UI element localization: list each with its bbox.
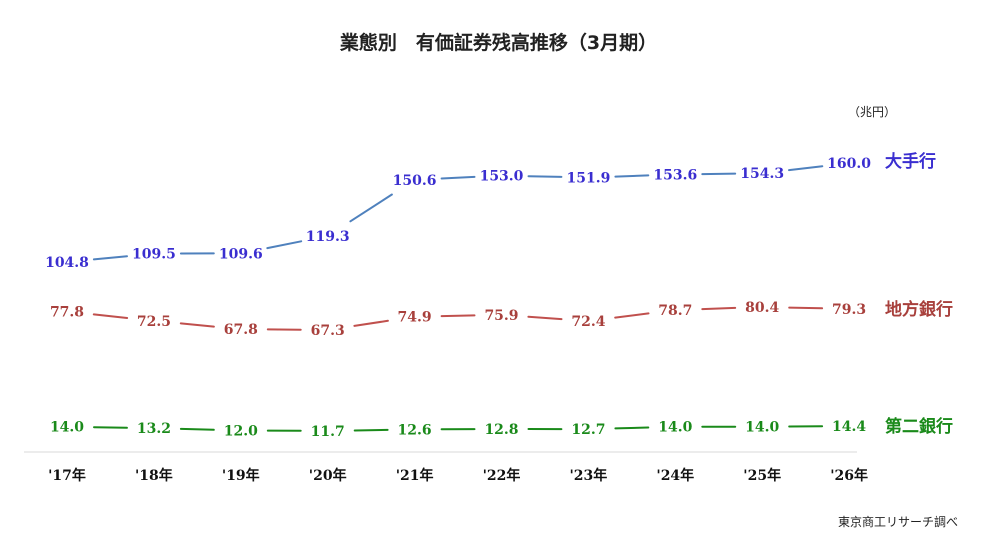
line-segment <box>701 306 737 311</box>
data-label: 104.8 <box>45 255 89 271</box>
x-tick-label: '19年 <box>222 467 260 484</box>
data-label: 14.0 <box>50 420 84 436</box>
line-segment <box>440 175 476 180</box>
line-segment <box>614 426 650 430</box>
data-label: 13.2 <box>137 421 171 437</box>
series-3: 14.0 13.2 12.0 11.7 12.6 12.8 12.7 14.0 14.0 14.4 <box>50 419 866 440</box>
line-segment <box>527 315 563 321</box>
data-label: 67.8 <box>224 322 258 338</box>
data-label: 74.9 <box>398 310 432 326</box>
data-label: 151.9 <box>566 171 610 187</box>
data-label: 72.5 <box>137 314 171 330</box>
unit-label: （兆円） <box>848 105 897 119</box>
data-label: 12.6 <box>398 422 432 438</box>
x-tick-label: '24年 <box>656 467 694 484</box>
data-label: 14.4 <box>832 419 866 435</box>
line-segment <box>788 165 824 172</box>
data-label: 11.7 <box>311 424 345 440</box>
data-label: 160.0 <box>827 156 871 172</box>
data-label: 67.3 <box>311 323 345 339</box>
source-note: 東京商工リサーチ調べ <box>838 515 959 529</box>
x-tick-label: '23年 <box>570 467 608 484</box>
data-label: 77.8 <box>50 305 84 321</box>
line-segment <box>440 314 476 318</box>
line-segment <box>179 427 215 431</box>
series-1: 104.8 109.5 109.6 119.3 150.6 153.0 151.9 153.6… <box>45 156 871 271</box>
data-label: 72.4 <box>571 314 605 330</box>
data-label: 12.0 <box>224 423 258 439</box>
data-label: 150.6 <box>393 173 437 189</box>
line-segment <box>353 428 389 432</box>
line-segment <box>179 322 215 328</box>
data-label: 109.6 <box>219 246 263 262</box>
x-tick-label: '26年 <box>830 467 868 484</box>
data-label: 109.5 <box>132 247 176 263</box>
line-segment <box>788 306 824 310</box>
line-segment <box>92 255 128 261</box>
x-tick-label: '18年 <box>135 467 173 484</box>
line-segment <box>92 313 129 319</box>
data-label: 12.8 <box>484 422 518 438</box>
series-2: 77.8 72.5 67.8 67.3 74.9 75.9 72.4 78.7 80.4 79.3 <box>50 300 866 339</box>
line-segment <box>701 172 737 176</box>
line-segment <box>266 240 303 250</box>
data-label: 119.3 <box>306 229 350 245</box>
x-tick-label: '25年 <box>743 467 781 484</box>
data-label: 79.3 <box>832 302 866 318</box>
series-layer: 104.8 109.5 109.6 119.3 150.6 153.0 151.9 153.6… <box>45 156 871 440</box>
data-label: 14.0 <box>745 420 779 436</box>
series-name: 大手行 <box>885 151 936 172</box>
data-label: 153.6 <box>653 168 697 184</box>
x-tick-label: '20年 <box>309 467 347 484</box>
data-label: 80.4 <box>745 300 779 316</box>
series-name: 地方銀行 <box>885 299 953 320</box>
line-segment <box>527 175 563 178</box>
series-name: 第二銀行 <box>885 416 953 437</box>
chart-title: 業態別 有価証券残高推移（3月期） <box>339 32 658 54</box>
x-axis-ticks: '17年 '18年 '19年 '20年 '21年 '22年 '23年 '24年 '25年 '26年 <box>48 467 868 484</box>
line-segment <box>349 193 393 223</box>
x-tick-label: '21年 <box>396 467 434 484</box>
data-label: 78.7 <box>658 303 692 319</box>
data-label: 153.0 <box>480 169 524 185</box>
line-segment <box>353 319 389 327</box>
line-segment <box>614 174 650 178</box>
data-label: 154.3 <box>740 166 784 182</box>
data-label: 12.7 <box>571 422 605 438</box>
data-label: 14.0 <box>658 420 692 436</box>
line-segment <box>93 426 128 429</box>
x-tick-label: '17年 <box>48 467 86 484</box>
data-label: 75.9 <box>484 308 518 324</box>
x-tick-label: '22年 <box>483 467 521 484</box>
line-segment <box>614 312 650 319</box>
